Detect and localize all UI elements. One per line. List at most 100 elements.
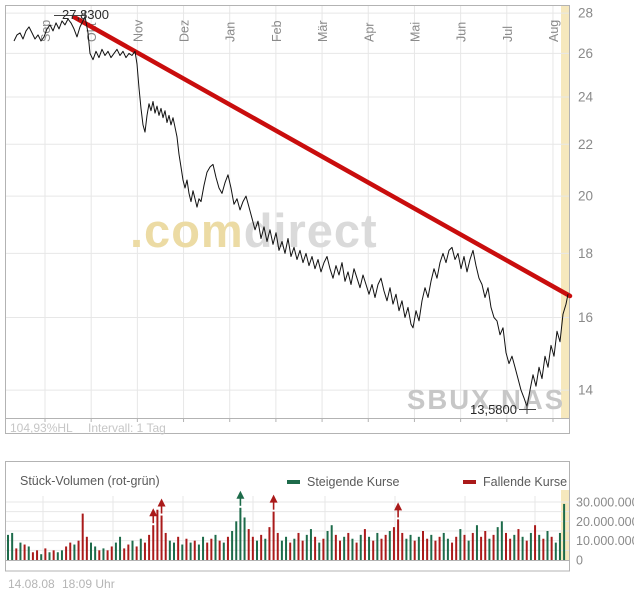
volume-spike-markers bbox=[149, 490, 403, 524]
volume-bar bbox=[60, 550, 63, 560]
volume-bar bbox=[272, 511, 275, 560]
volume-bar bbox=[475, 525, 478, 560]
volume-bar bbox=[256, 540, 258, 560]
resistance-trendline bbox=[71, 14, 573, 299]
volume-bar bbox=[426, 538, 429, 560]
volume-bar bbox=[90, 542, 92, 560]
volume-bar bbox=[260, 534, 263, 560]
volume-bar bbox=[505, 532, 507, 560]
volume-bar bbox=[309, 529, 312, 560]
volume-bar bbox=[351, 538, 354, 560]
brand-watermark: .comdirect bbox=[130, 204, 378, 257]
volume-bar bbox=[534, 525, 537, 560]
volume-bar bbox=[19, 542, 22, 560]
volume-bar bbox=[36, 550, 39, 560]
volume-bar bbox=[214, 534, 217, 560]
volume-bar bbox=[322, 538, 325, 560]
volume-bar bbox=[305, 534, 308, 560]
volume-bar bbox=[197, 544, 200, 560]
volume-bar bbox=[334, 534, 337, 560]
volume-bar bbox=[484, 531, 487, 560]
volume-bar bbox=[69, 542, 72, 560]
month-label-dez: Dez bbox=[178, 20, 192, 42]
volume-bar bbox=[409, 534, 412, 560]
volume-bar bbox=[343, 536, 346, 560]
brand-watermark-gold: .com bbox=[130, 204, 244, 257]
interval-label: Intervall: 1 Tag bbox=[88, 421, 166, 435]
panel-frames bbox=[5, 5, 570, 572]
volume-bar bbox=[529, 532, 532, 560]
volume-bar bbox=[15, 548, 18, 560]
price-line bbox=[13, 15, 569, 408]
month-label-mai: Mai bbox=[408, 22, 422, 42]
rising-legend-label: Steigende Kurse bbox=[307, 475, 400, 489]
volume-chart-title: Stück-Volumen (rot-grün) bbox=[20, 474, 160, 488]
falling-legend-dash-icon bbox=[463, 480, 476, 484]
volume-bar bbox=[156, 509, 159, 560]
axis-labels: Sep Okt Nov Dez Jan Feb Mär Apr Mai Jun Jul Aug2826… bbox=[39, 6, 634, 568]
month-label-feb: Feb bbox=[270, 20, 284, 42]
volume-bar bbox=[422, 531, 424, 560]
volume-bar bbox=[509, 538, 512, 560]
volume-bar bbox=[218, 540, 221, 560]
volume-bar bbox=[446, 538, 449, 560]
month-label-jul: Jul bbox=[501, 26, 515, 42]
volume-bar bbox=[558, 532, 561, 560]
volume-bar bbox=[110, 546, 113, 560]
volume-bar bbox=[380, 538, 383, 560]
volume-bar bbox=[384, 534, 387, 560]
volume-axis-label: 0 bbox=[576, 554, 583, 568]
volume-bar bbox=[517, 529, 520, 560]
volume-bar bbox=[563, 503, 566, 560]
volume-bar bbox=[392, 527, 395, 560]
volume-bar bbox=[500, 521, 503, 560]
month-label-aug: Aug bbox=[547, 20, 561, 42]
falling-legend-label: Fallende Kurse bbox=[483, 475, 568, 489]
volume-bar bbox=[330, 525, 333, 560]
volume-bar bbox=[388, 531, 391, 560]
volume-bar bbox=[81, 513, 84, 560]
volume-bar bbox=[148, 534, 151, 560]
month-label-apr: Apr bbox=[362, 23, 376, 42]
price-axis-label-14: 14 bbox=[578, 383, 594, 398]
volume-bar bbox=[280, 540, 283, 560]
volume-bar bbox=[164, 532, 167, 560]
volume-bar bbox=[173, 542, 175, 560]
price-axis-label-20: 20 bbox=[578, 189, 593, 204]
volume-bar bbox=[363, 529, 366, 560]
status-date: 14.08.08 bbox=[8, 577, 55, 591]
legend-rising: Steigende Kurse bbox=[287, 475, 399, 489]
volume-bar bbox=[276, 532, 279, 560]
volume-bar bbox=[85, 536, 88, 560]
volume-bar bbox=[94, 546, 97, 560]
volume-bar bbox=[434, 540, 437, 560]
volume-bar bbox=[480, 536, 483, 560]
volume-bar bbox=[7, 534, 9, 560]
volume-bar bbox=[546, 531, 549, 560]
volume-bar bbox=[455, 536, 458, 560]
volume-bar bbox=[318, 542, 321, 560]
volume-bar bbox=[222, 542, 225, 560]
volume-bar bbox=[451, 542, 454, 560]
volume-bar bbox=[430, 534, 433, 560]
status-bar: 14.08.08 18:09 Uhr bbox=[0, 577, 634, 593]
volume-bar bbox=[372, 540, 375, 560]
volume-bar bbox=[23, 544, 26, 560]
last-day-highlight-bands bbox=[561, 6, 570, 560]
volume-bar bbox=[492, 534, 495, 560]
volume-bar bbox=[467, 540, 470, 560]
volume-bar bbox=[11, 532, 14, 560]
volume-bar bbox=[127, 544, 130, 560]
volume-bar bbox=[210, 538, 213, 560]
volume-bars bbox=[7, 503, 566, 560]
volume-bar bbox=[235, 521, 238, 560]
volume-bar bbox=[293, 538, 296, 560]
volume-bar bbox=[123, 548, 126, 560]
volume-bar bbox=[285, 536, 288, 560]
month-label-mär: Mär bbox=[316, 20, 330, 42]
volume-bar bbox=[31, 552, 34, 560]
volume-bar bbox=[542, 538, 545, 560]
volume-bar bbox=[48, 552, 51, 560]
